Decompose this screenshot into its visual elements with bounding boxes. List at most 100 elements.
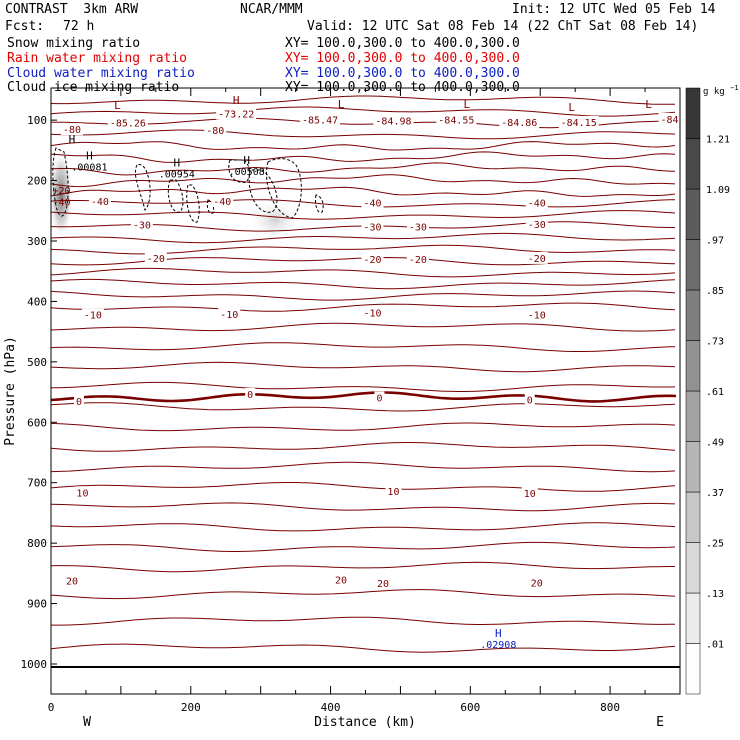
y-tick-label: 600 <box>27 416 47 429</box>
isotherm-label-bg <box>88 195 111 208</box>
isotherm-label-bg <box>361 306 384 319</box>
fcst-label: Fcst: <box>5 19 45 34</box>
isotherm-line <box>51 442 676 452</box>
field-name-snow: Snow mixing ratio <box>7 36 141 51</box>
isotherm-line <box>51 174 676 188</box>
isotherm-label-bg <box>333 573 350 586</box>
isotherm-line <box>51 616 676 626</box>
isotherm-label-bg <box>204 123 227 136</box>
colorbar-segment <box>685 87 701 139</box>
cloud-ice-contour <box>206 199 215 214</box>
colorbar-segment <box>685 592 701 644</box>
colorbar-unit: g kg −1 <box>703 84 739 97</box>
isotherm-line <box>51 210 676 220</box>
isotherm-label-bg <box>521 486 538 499</box>
colorbar-label: 1.21 <box>706 135 730 146</box>
colorbar-segment <box>685 542 701 594</box>
x-axis-label: Distance (km) <box>314 715 416 730</box>
isotherm-label: 0 <box>527 395 533 406</box>
snow-shading-center <box>247 198 303 242</box>
colorbar-segment <box>685 340 701 392</box>
isotherm-label-bg <box>525 251 548 264</box>
y-tick-label: 900 <box>27 598 47 611</box>
isotherm-label: 20 <box>335 575 347 586</box>
field-xy-cloud-water: XY= 100.0,300.0 to 400.0,300.0 <box>285 66 520 81</box>
extremum-mark: L <box>645 98 652 111</box>
isotherm-label: -20 <box>409 255 427 266</box>
extremum-value: .00081 <box>71 163 107 174</box>
extremum-mark: L <box>338 98 345 111</box>
isotherm-label-bg <box>361 253 384 266</box>
isotherm-line <box>51 162 676 176</box>
cloud-ice-contour <box>186 184 200 223</box>
isotherm-line <box>51 95 676 105</box>
isotherm-line <box>51 129 676 140</box>
isotherm-label-bg <box>211 195 234 208</box>
isotherm-label-bg <box>60 123 83 136</box>
extremum-mark: L <box>114 99 121 112</box>
isotherm-label: 0 <box>76 397 82 408</box>
isotherm-label-bg <box>373 114 414 127</box>
extremum-mark: L <box>464 98 471 111</box>
isotherm-label: +20 <box>52 186 70 197</box>
isotherm-label: -10 <box>220 310 238 321</box>
isotherm-label: -85.26 <box>110 119 146 130</box>
y-tick-label: 400 <box>27 295 47 308</box>
colorbar-label: .49 <box>706 438 724 449</box>
isotherm-label-bg <box>525 218 548 231</box>
isotherm-label: -40 <box>213 197 231 208</box>
isotherm-line <box>51 541 676 552</box>
x-tick-label: 200 <box>181 701 201 714</box>
field-xy-rain: XY= 100.0,300.0 to 400.0,300.0 <box>285 51 520 66</box>
field-xy-snow: XY= 100.0,300.0 to 400.0,300.0 <box>285 36 520 51</box>
field-name-cloud-water: Cloud water mixing ratio <box>7 66 195 81</box>
isotherm-label: -40 <box>363 198 381 209</box>
isotherm-line <box>51 244 676 255</box>
colorbar-label: .13 <box>706 589 724 600</box>
isotherm-line <box>51 502 676 512</box>
isotherm-label-bg <box>361 220 384 233</box>
isotherm-label: 10 <box>76 488 88 499</box>
x-tick-label: 0 <box>48 701 55 714</box>
isotherm-label: -40 <box>52 198 70 209</box>
isotherm-line <box>51 422 676 432</box>
freezing-level-line <box>51 391 677 403</box>
isotherm-label-bg <box>525 196 548 209</box>
cloud-ice-contour <box>52 147 69 217</box>
y-tick-label: 500 <box>27 356 47 369</box>
isotherm-line <box>51 278 676 290</box>
isotherm-label-bg <box>525 308 548 321</box>
isotherm-label: -30 <box>528 220 546 231</box>
x-tick-label: 800 <box>600 701 620 714</box>
colorbar-label: .61 <box>706 387 724 398</box>
y-tick-label: 700 <box>27 477 47 490</box>
isotherm-label-bg <box>74 486 91 499</box>
isotherm-label-bg <box>130 218 153 231</box>
colorbar-segment <box>685 289 701 341</box>
extremum-value: .00508 <box>229 167 265 178</box>
isotherm-line <box>51 290 676 301</box>
isotherm-line <box>51 361 676 373</box>
isotherm-line <box>51 381 676 392</box>
colorbar-label: .97 <box>706 236 724 247</box>
isotherm-label-bg <box>300 113 341 126</box>
extremum-mark: L <box>568 101 575 114</box>
isotherm-label: -20 <box>528 254 546 265</box>
colorbar-segment <box>685 390 701 442</box>
isotherm-label: 20 <box>377 579 389 590</box>
isotherm-label: -84 <box>660 115 678 126</box>
isotherm-line <box>51 106 676 117</box>
isotherm-line <box>51 151 676 163</box>
colorbar-segment <box>685 239 701 291</box>
isotherm-label-bg <box>245 387 256 400</box>
isotherm-label: -84.98 <box>375 117 411 128</box>
isotherm-line <box>51 232 676 244</box>
extremum-mark: H <box>86 150 93 163</box>
isotherm-line <box>51 402 676 412</box>
isotherm-label: -40 <box>91 197 109 208</box>
isotherm-label: 0 <box>376 394 382 405</box>
colorbar-label: .25 <box>706 539 724 550</box>
colorbar-segment <box>685 643 701 695</box>
colorbar-label: .01 <box>706 640 724 651</box>
